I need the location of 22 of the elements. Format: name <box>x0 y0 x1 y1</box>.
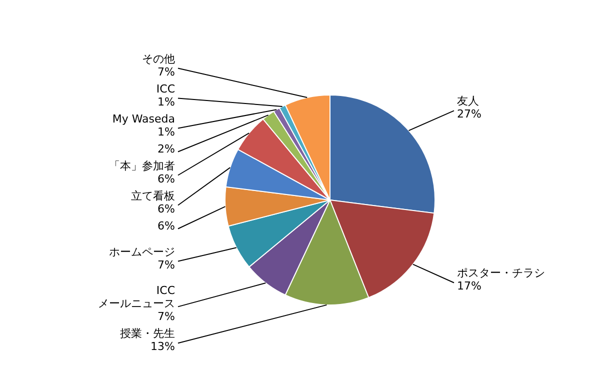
slice-label: ICC <box>156 82 176 96</box>
slice-label: ポスター・チラシ <box>457 266 545 280</box>
slice-label: 友人 <box>457 94 479 108</box>
data-label: 13% <box>150 340 175 354</box>
data-label: 7% <box>158 310 175 324</box>
data-label: 1% <box>158 125 175 138</box>
slice-label: 立て看板 <box>131 189 175 202</box>
slice-label: その他 <box>142 52 175 66</box>
slice-label: 「本」参加者 <box>109 159 175 172</box>
slice-label: My Waseda <box>112 112 175 126</box>
data-label: 7% <box>158 65 175 78</box>
data-label: 6% <box>158 172 175 186</box>
data-label: 7% <box>158 258 175 272</box>
slice-label: 授業・先生 <box>120 327 175 340</box>
data-label: 1% <box>158 95 175 108</box>
data-label: 6% <box>158 219 175 232</box>
slice-label: ICC メールニュース <box>98 284 176 310</box>
data-label: 2% <box>158 142 175 156</box>
data-label: 6% <box>158 202 175 216</box>
data-label: 27% <box>457 108 482 121</box>
data-label: 17% <box>457 280 482 293</box>
slice-label: ホームページ <box>109 245 175 258</box>
